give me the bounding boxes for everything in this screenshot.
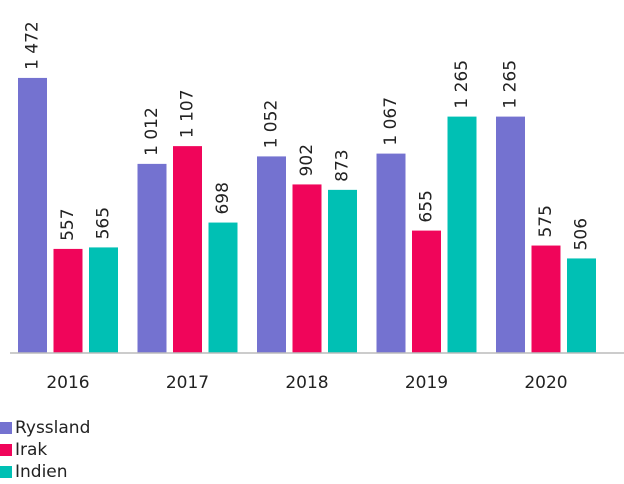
x-tick-label: 2019: [405, 373, 448, 393]
value-label: 1 265: [452, 60, 472, 109]
value-label: 557: [58, 208, 78, 240]
bar: [531, 245, 561, 353]
bar: [376, 153, 406, 353]
x-tick-label: 2017: [166, 373, 209, 393]
bar: [208, 222, 238, 353]
value-label: 565: [94, 207, 114, 239]
bar: [173, 146, 202, 353]
bar: [412, 230, 441, 353]
bar: [447, 116, 477, 354]
bar: [53, 248, 83, 353]
value-label: 902: [297, 144, 317, 176]
value-label: 1 107: [178, 89, 198, 138]
value-label: 1 067: [381, 97, 401, 146]
x-tick-label: 2020: [524, 373, 567, 393]
bar: [567, 258, 596, 353]
legend-label: Indien: [15, 462, 68, 482]
bar: [89, 247, 118, 353]
bar: [257, 156, 286, 353]
legend-label: Ryssland: [15, 418, 90, 438]
bar: [496, 116, 525, 354]
legend-swatch: [0, 422, 12, 434]
value-label: 1 472: [23, 21, 43, 70]
value-label: 506: [572, 218, 592, 250]
value-label: 1 052: [262, 100, 282, 149]
value-label: 698: [213, 182, 233, 214]
value-label: 575: [536, 205, 556, 237]
value-label: 873: [333, 149, 353, 181]
x-tick-label: 2016: [46, 373, 89, 393]
bar: [328, 189, 357, 353]
legend-swatch: [0, 444, 12, 456]
value-label: 1 012: [142, 107, 162, 156]
legend-swatch: [0, 466, 12, 478]
legend-label: Irak: [15, 440, 47, 460]
value-label: 1 265: [501, 60, 521, 109]
bar: [18, 77, 47, 354]
bar: [292, 184, 322, 353]
x-tick-label: 2018: [285, 373, 328, 393]
value-label: 655: [417, 190, 437, 222]
bar: [137, 163, 167, 353]
